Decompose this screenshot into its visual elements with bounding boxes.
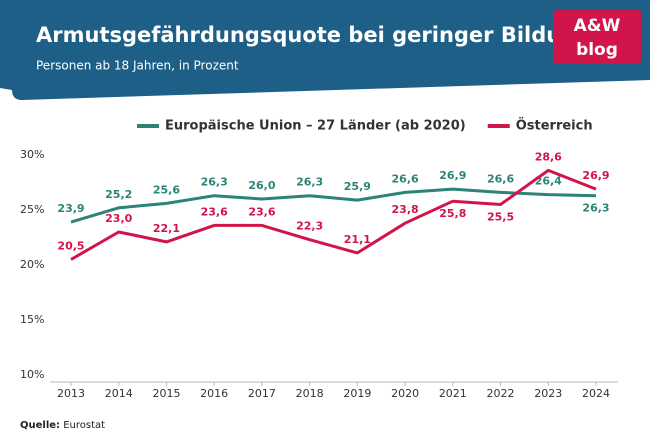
data-label: 23,8 (392, 203, 419, 216)
logo (553, 10, 641, 64)
legend-label: Europäische Union – 27 Länder (ab 2020) (165, 119, 466, 134)
x-tick-label: 2019 (343, 387, 371, 400)
data-label: 21,1 (344, 233, 371, 246)
header-band (0, 0, 650, 100)
legend-label: Österreich (516, 118, 593, 134)
x-tick-label: 2015 (152, 387, 180, 400)
source-text: Eurostat (63, 420, 105, 431)
y-tick-label: 25% (20, 203, 44, 216)
logo-text: A&W (574, 16, 621, 36)
x-tick-label: 2013 (57, 387, 85, 400)
data-label: 25,6 (153, 183, 180, 196)
data-label: 25,9 (344, 180, 371, 193)
data-label: 26,3 (582, 202, 609, 215)
title: Armutsgefährdungsquote bei geringer Bild… (36, 23, 591, 47)
data-label: 22,3 (296, 220, 323, 233)
data-label: 26,9 (582, 169, 609, 182)
x-tick-label: 2017 (248, 387, 276, 400)
subtitle: Personen ab 18 Jahren, in Prozent (36, 59, 239, 73)
data-label: 23,0 (105, 212, 132, 225)
data-label: 26,4 (535, 175, 562, 188)
data-label: 25,5 (487, 211, 514, 224)
y-tick-label: 15% (20, 313, 44, 326)
data-label: 23,6 (248, 205, 275, 218)
y-tick-label: 20% (20, 258, 44, 271)
data-label: 25,8 (439, 207, 466, 220)
data-label: 20,5 (57, 240, 84, 253)
y-tick-label: 10% (20, 368, 44, 381)
x-tick-label: 2023 (534, 387, 562, 400)
data-label: 26,3 (296, 176, 323, 189)
data-label: 26,6 (392, 172, 419, 185)
data-label: 26,0 (248, 179, 275, 192)
data-label: 23,9 (57, 202, 84, 215)
data-label: 28,6 (535, 150, 562, 163)
x-tick-label: 2021 (439, 387, 467, 400)
data-label: 26,3 (201, 176, 228, 189)
source-label: Quelle: (20, 420, 60, 431)
x-tick-label: 2014 (105, 387, 133, 400)
data-label: 25,2 (105, 188, 132, 201)
x-tick-label: 2022 (487, 387, 515, 400)
y-tick-label: 30% (20, 148, 44, 161)
logo-text: blog (576, 40, 618, 60)
x-tick-label: 2024 (582, 387, 610, 400)
x-tick-label: 2018 (296, 387, 324, 400)
series-line (70, 187, 597, 224)
x-tick-label: 2020 (391, 387, 419, 400)
data-label: 23,6 (201, 205, 228, 218)
data-label: 26,9 (439, 169, 466, 182)
data-label: 22,1 (153, 222, 180, 235)
data-label: 26,6 (487, 172, 514, 185)
x-tick-label: 2016 (200, 387, 228, 400)
source: Quelle: Eurostat (20, 420, 105, 431)
series-line (70, 168, 597, 261)
